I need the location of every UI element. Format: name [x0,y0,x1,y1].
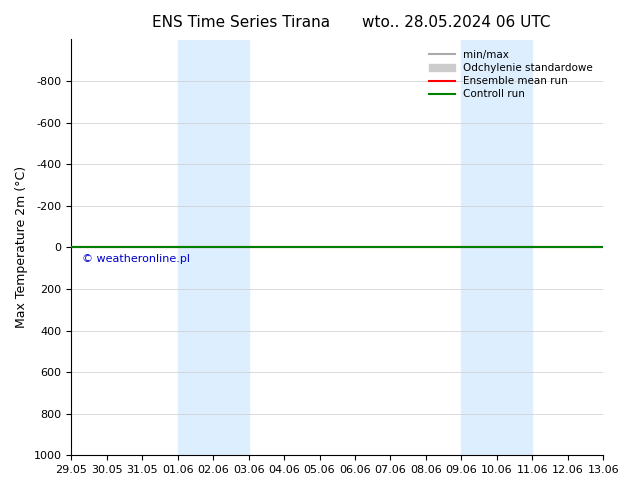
Text: wto.. 28.05.2024 06 UTC: wto.. 28.05.2024 06 UTC [362,15,551,30]
Bar [178,40,249,455]
Text: © weatheronline.pl: © weatheronline.pl [82,254,190,264]
Bar [462,40,533,455]
Legend: min/max, Odchylenie standardowe, Ensemble mean run, Controll run: min/max, Odchylenie standardowe, Ensembl… [424,45,598,104]
Text: ENS Time Series Tirana: ENS Time Series Tirana [152,15,330,30]
Y-axis label: Max Temperature 2m (°C): Max Temperature 2m (°C) [15,166,28,328]
